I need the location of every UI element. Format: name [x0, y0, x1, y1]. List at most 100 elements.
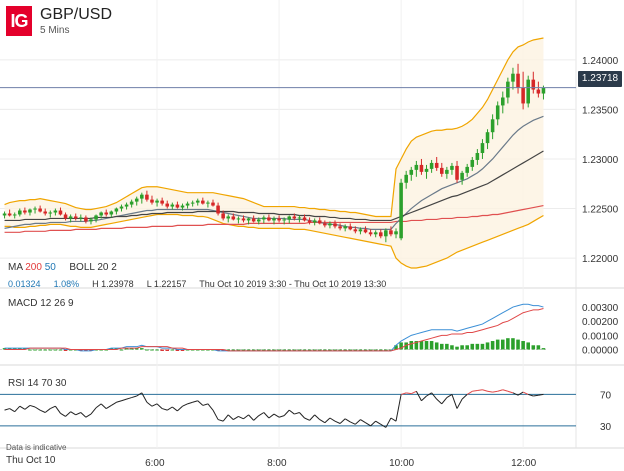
macd-histogram-bar: [445, 343, 449, 350]
macd-histogram-bar: [12, 348, 17, 350]
macd-histogram-bar: [134, 348, 139, 350]
candle-body: [221, 213, 225, 219]
macd-histogram-bar: [114, 348, 119, 350]
candle-body: [160, 200, 164, 204]
macd-pane[interactable]: [0, 303, 546, 352]
rsi-segment: [360, 419, 366, 424]
candle-body: [429, 162, 434, 169]
macd-histogram-bar: [277, 349, 281, 351]
timeframe-label[interactable]: 5 Mins: [40, 25, 70, 36]
rsi-segment: [146, 401, 153, 407]
candle-body: [231, 216, 236, 220]
rsi-segment: [415, 391, 422, 401]
change-percent: 1.08%: [53, 279, 80, 289]
candle-body: [373, 232, 378, 235]
macd-histogram-bar: [501, 339, 505, 350]
candle-body: [145, 194, 149, 200]
boll-period: 20: [97, 262, 109, 273]
rsi-segment: [334, 420, 341, 424]
rsi-segment: [227, 414, 234, 420]
candle-body: [58, 210, 63, 215]
candle-body: [201, 200, 205, 204]
bollinger-lower-line: [4, 213, 544, 269]
macd-histogram-bar: [470, 343, 475, 350]
candle-body: [424, 168, 429, 172]
candle-body: [94, 215, 98, 220]
candle-body: [526, 79, 530, 104]
macd-signal: 9: [68, 298, 74, 309]
rsi-segment: [238, 415, 244, 420]
rsi-segment: [446, 394, 453, 398]
macd-histogram-bar: [28, 349, 32, 351]
rsi-segment: [131, 395, 137, 399]
candle-body: [7, 213, 12, 216]
rsi-segment: [441, 397, 448, 405]
candle-body: [246, 218, 251, 221]
macd-histogram-bar: [53, 349, 58, 351]
macd-histogram-bar: [394, 345, 398, 350]
macd-histogram-bar: [241, 349, 246, 351]
ma-period-200: 200: [25, 262, 42, 273]
rsi-segment: [395, 394, 402, 422]
macd-histogram-bar: [129, 348, 134, 350]
rsi-segment: [258, 412, 265, 417]
rsi-legend[interactable]: RSI 14 70 30: [8, 378, 66, 389]
macd-histogram-bar: [109, 348, 114, 350]
macd-histogram-bar: [450, 345, 454, 350]
rsi-segment: [324, 417, 331, 424]
candle-body: [475, 153, 480, 160]
macd-histogram-bar: [541, 348, 546, 350]
candle-body: [251, 218, 256, 222]
candle-body: [73, 216, 78, 219]
rsi-segment: [75, 412, 82, 416]
macd-histogram-bar: [490, 341, 495, 350]
macd-legend[interactable]: MACD 12 26 9: [8, 298, 74, 309]
rsi-segment: [517, 391, 524, 396]
rsi-segment: [80, 412, 87, 418]
candle-body: [317, 220, 322, 224]
candle-body: [195, 200, 200, 203]
rsi-segment: [477, 389, 483, 391]
macd-histogram-bar: [506, 338, 510, 350]
macd-histogram-bar: [79, 349, 83, 351]
rsi-segment: [39, 409, 46, 413]
candle-body: [353, 229, 358, 232]
macd-histogram-bar: [292, 349, 297, 351]
candle-body: [104, 212, 109, 215]
rsi-segment: [50, 405, 56, 410]
rsi-segment: [156, 403, 163, 409]
indicator-legend[interactable]: MA 200 50 BOLL 20 2: [8, 262, 117, 273]
macd-histogram-bar: [145, 349, 149, 351]
candle-body: [404, 174, 408, 183]
rsi-segment: [431, 392, 438, 400]
macd-histogram-bar: [424, 341, 429, 350]
rsi-segment: [436, 398, 443, 405]
rsi-pane[interactable]: [0, 389, 576, 428]
rsi-segment: [233, 416, 239, 420]
rsi-segment: [319, 419, 326, 424]
candle-body: [53, 210, 58, 213]
rsi-segment: [24, 405, 31, 410]
macd-histogram-bar: [43, 349, 47, 351]
ig-logo: IG: [6, 6, 32, 36]
rsi-segment: [512, 392, 519, 396]
candle-body: [292, 216, 297, 219]
time-tick-label: 12:00: [511, 458, 536, 469]
candle-body: [485, 132, 490, 144]
macd-histogram-bar: [160, 349, 164, 351]
rsi-segment: [344, 418, 351, 423]
rsi-segment: [151, 403, 158, 407]
candle-body: [501, 97, 505, 106]
rsi-upper: 70: [41, 378, 53, 389]
candle-body: [384, 230, 388, 237]
macd-histogram-bar: [7, 348, 12, 350]
rsi-segment: [339, 418, 346, 424]
rsi-segment: [268, 413, 275, 419]
candle-body: [241, 218, 246, 221]
candle-body: [272, 218, 276, 221]
candle-body: [282, 219, 286, 221]
price-pane[interactable]: [0, 37, 576, 269]
candle-body: [12, 214, 17, 216]
candle-body: [541, 87, 546, 94]
